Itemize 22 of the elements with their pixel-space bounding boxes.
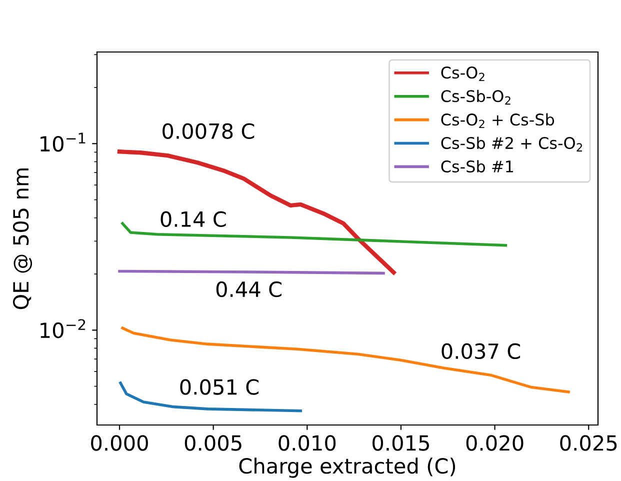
legend-label: Cs-Sb-O$_{2}$ xyxy=(441,90,510,105)
y-tick-label: 10$^{−2}$ xyxy=(40,319,86,338)
annotation: 0.037 C xyxy=(442,343,520,360)
annotation: 0.0078 C xyxy=(162,123,254,139)
legend-label: Cs-O$_{2}$ + Cs-Sb xyxy=(441,113,554,128)
annotation: 0.14 C xyxy=(160,211,226,228)
legend-label: Cs-Sb #2 + Cs-O$_{2}$ xyxy=(441,136,582,152)
x-tick-label: 0.005 xyxy=(184,435,242,451)
line-series xyxy=(121,326,570,394)
x-tick-label: 0.025 xyxy=(560,435,617,451)
annotation: 0.44 C xyxy=(216,281,282,298)
x-tick-label: 0.020 xyxy=(466,435,524,451)
x-tick-label: 0.015 xyxy=(372,435,429,451)
legend-label: Cs-Sb #1 xyxy=(441,160,514,173)
x-tick-label: 0.000 xyxy=(91,435,148,451)
y-tick-label: 10$^{−1}$ xyxy=(40,132,86,152)
x-axis-title: Charge extracted (C) xyxy=(239,458,456,478)
legend-label: Cs-O$_{2}$ xyxy=(441,66,484,82)
annotation: 0.051 C xyxy=(180,379,259,395)
line-series xyxy=(117,150,396,274)
x-tick-label: 0.010 xyxy=(278,435,336,451)
y-axis-title: QE @ 505 nm xyxy=(12,168,32,310)
